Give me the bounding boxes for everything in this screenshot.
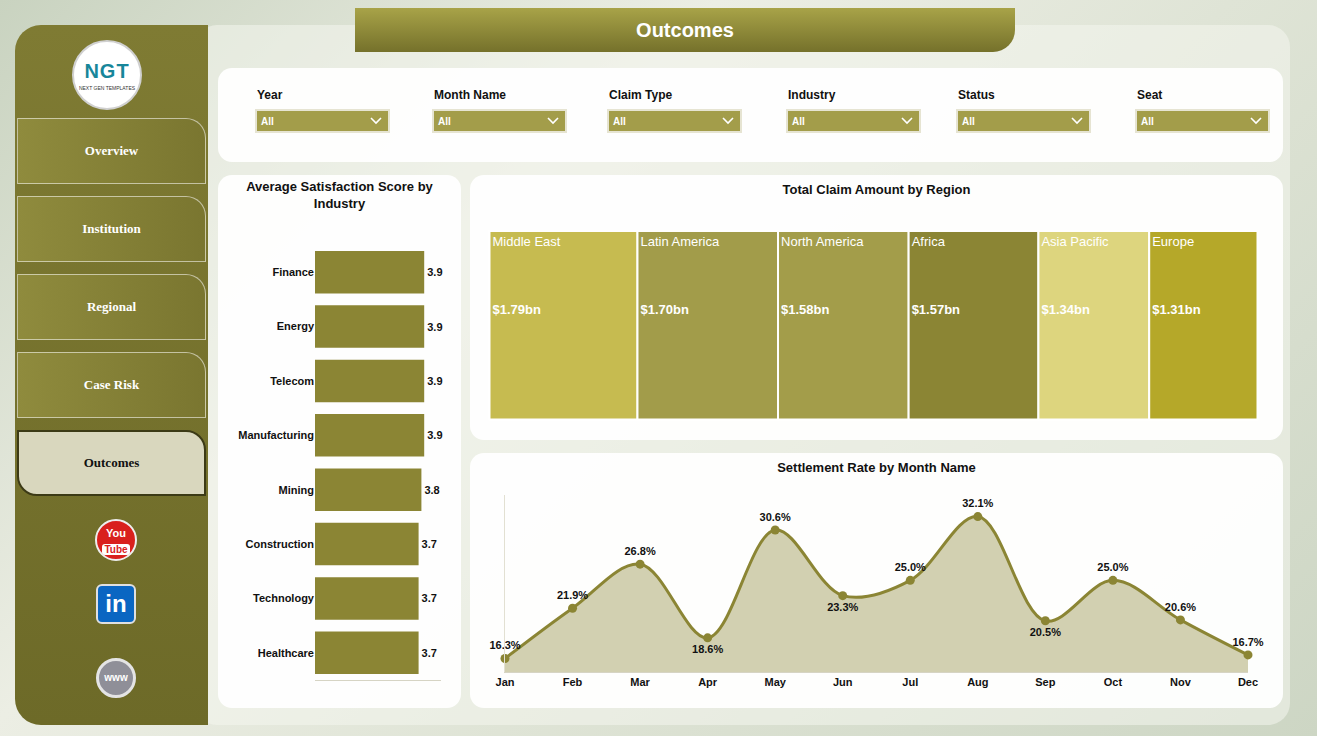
html-text:Month Name: Month Name — [434, 88, 506, 102]
svg-text:16.3%: 16.3% — [489, 639, 520, 651]
html-text:You: You — [106, 527, 126, 539]
html-text:Outcomes: Outcomes — [83, 455, 140, 470]
svg-text:Construction: Construction — [246, 538, 315, 550]
html-text:Institution: Institution — [82, 221, 141, 236]
html-text:All: All — [1141, 116, 1154, 127]
svg-text:25.0%: 25.0% — [895, 561, 926, 573]
html-text:Overview: Overview — [84, 143, 139, 158]
svg-text:3.7: 3.7 — [422, 647, 437, 659]
svg-text:North America$1.58bn: North America$1.58bn — [781, 234, 864, 317]
svg-text:3.7: 3.7 — [422, 538, 437, 550]
svg-text:3.9: 3.9 — [427, 266, 442, 278]
html-text:Year: Year — [257, 88, 283, 102]
html-text:in: in — [105, 590, 127, 617]
html-text:Tube: Tube — [104, 544, 128, 555]
svg-text:18.6%: 18.6% — [692, 643, 723, 655]
svg-text:16.7%: 16.7% — [1232, 636, 1263, 648]
html-text:NEXT GEN TEMPLATES: NEXT GEN TEMPLATES — [78, 85, 136, 91]
svg-text:May: May — [764, 676, 786, 688]
svg-text:Dec: Dec — [1238, 676, 1258, 688]
svg-text:Aug: Aug — [967, 676, 988, 688]
svg-text:Average Satisfaction Score byI: Average Satisfaction Score byIndustry — [246, 179, 433, 211]
svg-text:20.6%: 20.6% — [1165, 601, 1196, 613]
svg-text:Apr: Apr — [698, 676, 718, 688]
svg-text:Technology: Technology — [253, 592, 315, 604]
html-text:Case Risk: Case Risk — [83, 377, 140, 392]
svg-text:Feb: Feb — [563, 676, 583, 688]
svg-text:Energy: Energy — [277, 320, 315, 332]
svg-text:20.5%: 20.5% — [1030, 626, 1061, 638]
html-text:NGT: NGT — [84, 60, 130, 82]
svg-text:Sep: Sep — [1035, 676, 1055, 688]
svg-text:26.8%: 26.8% — [624, 545, 655, 557]
svg-text:Nov: Nov — [1170, 676, 1192, 688]
svg-text:Settlement Rate by Month Name: Settlement Rate by Month Name — [777, 460, 976, 475]
svg-text:Jul: Jul — [902, 676, 918, 688]
svg-text:Asia Pacific$1.34bn: Asia Pacific$1.34bn — [1041, 234, 1109, 317]
html-text:Regional: Regional — [86, 299, 137, 314]
html-text:Outcomes: Outcomes — [636, 19, 734, 41]
html-text:Seat: Seat — [1137, 88, 1163, 102]
svg-text:3.9: 3.9 — [427, 429, 442, 441]
svg-text:Oct: Oct — [1104, 676, 1123, 688]
html-text:All: All — [261, 116, 274, 127]
svg-text:Manufacturing: Manufacturing — [238, 429, 314, 441]
html-text:All: All — [613, 116, 626, 127]
svg-text:3.8: 3.8 — [424, 484, 439, 496]
svg-text:30.6%: 30.6% — [760, 511, 791, 523]
svg-text:Mining: Mining — [279, 484, 314, 496]
svg-text:21.9%: 21.9% — [557, 589, 588, 601]
svg-text:Europe$1.31bn: Europe$1.31bn — [1152, 234, 1200, 317]
svg-text:3.9: 3.9 — [427, 375, 442, 387]
svg-text:Africa$1.57bn: Africa$1.57bn — [912, 234, 960, 317]
svg-text:Latin America$1.70bn: Latin America$1.70bn — [640, 234, 720, 317]
svg-text:25.0%: 25.0% — [1097, 561, 1128, 573]
html-text:Industry: Industry — [788, 88, 836, 102]
html-text:All: All — [438, 116, 451, 127]
html-text:www: www — [104, 672, 128, 683]
html-text:Status: Status — [958, 88, 995, 102]
svg-text:Finance: Finance — [272, 266, 314, 278]
html-text:All: All — [962, 116, 975, 127]
svg-text:3.7: 3.7 — [422, 592, 437, 604]
html-text:Claim Type: Claim Type — [609, 88, 673, 102]
svg-text:Middle East$1.79bn: Middle East$1.79bn — [493, 234, 561, 317]
svg-text:3.9: 3.9 — [427, 321, 442, 333]
svg-text:23.3%: 23.3% — [827, 601, 858, 613]
svg-text:Total Claim Amount by Region: Total Claim Amount by Region — [783, 182, 971, 197]
svg-text:Jun: Jun — [833, 676, 853, 688]
svg-text:Mar: Mar — [630, 676, 650, 688]
svg-text:Healthcare: Healthcare — [258, 647, 314, 659]
svg-text:Telecom: Telecom — [270, 375, 314, 387]
svg-text:Jan: Jan — [496, 676, 515, 688]
html-text:All: All — [792, 116, 805, 127]
svg-text:32.1%: 32.1% — [962, 497, 993, 509]
